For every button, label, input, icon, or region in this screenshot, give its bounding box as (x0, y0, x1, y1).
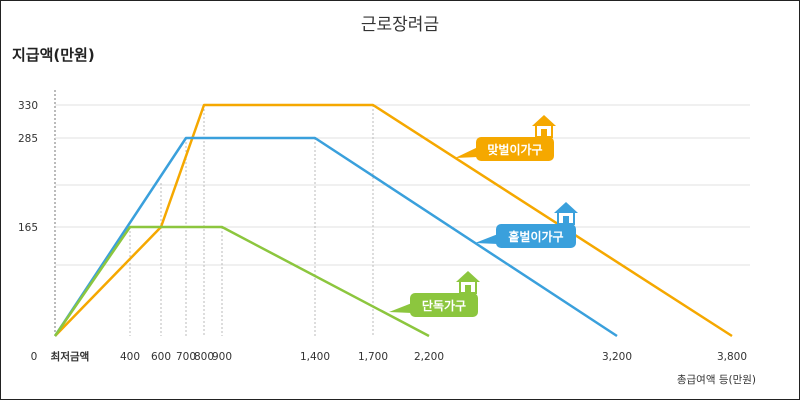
house-door (541, 129, 547, 137)
y-tick-label: 165 (18, 222, 38, 234)
house-roof (532, 115, 556, 126)
x-axis-label: 총급여액 등(만원) (677, 374, 756, 386)
y-tick-label: 285 (18, 133, 38, 145)
house-icon (554, 202, 578, 225)
label-box (496, 224, 576, 248)
label-text: 홑벌이가구 (508, 229, 563, 244)
label-box (476, 137, 554, 161)
x-tick-label: 1,400 (300, 351, 330, 363)
y-axis-label: 지급액(만원) (12, 46, 95, 64)
x-tick-label: 3,800 (717, 351, 747, 363)
series-label: 홑벌이가구 (475, 202, 578, 248)
x-tick-label: 600 (151, 351, 171, 363)
series-label: 맞벌이가구 (455, 115, 556, 161)
grid-layer (54, 90, 750, 336)
x-tick-label: 3,200 (602, 351, 632, 363)
origin-label: 0 (31, 351, 38, 363)
series-line (53, 225, 430, 338)
x-tick-label: 1,700 (358, 351, 388, 363)
label-pointer (475, 234, 498, 244)
house-roof (554, 202, 578, 213)
y-tick-label: 330 (18, 100, 38, 112)
series-layer (53, 103, 733, 338)
series-line (54, 103, 733, 338)
label-text: 맞벌이가구 (487, 142, 542, 157)
chart-title: 근로장려금 (361, 15, 439, 35)
label-text: 단독가구 (422, 298, 466, 313)
label-pointer (455, 147, 478, 158)
house-door (465, 285, 471, 293)
series-line (53, 136, 618, 338)
x-tick-label: 800 (194, 351, 214, 363)
house-roof (456, 271, 480, 282)
x-tick-label: 400 (120, 351, 140, 363)
x-tick-label: 700 (176, 351, 196, 363)
house-door (563, 216, 569, 224)
min-wage-label: 최저금액 (51, 350, 90, 363)
house-icon (532, 115, 556, 138)
x-tick-label: 900 (212, 351, 232, 363)
house-icon (456, 271, 480, 294)
series-label: 단독가구 (389, 271, 480, 317)
label-pointer (389, 303, 412, 313)
label-box (410, 293, 478, 317)
x-tick-label: 2,200 (414, 351, 444, 363)
